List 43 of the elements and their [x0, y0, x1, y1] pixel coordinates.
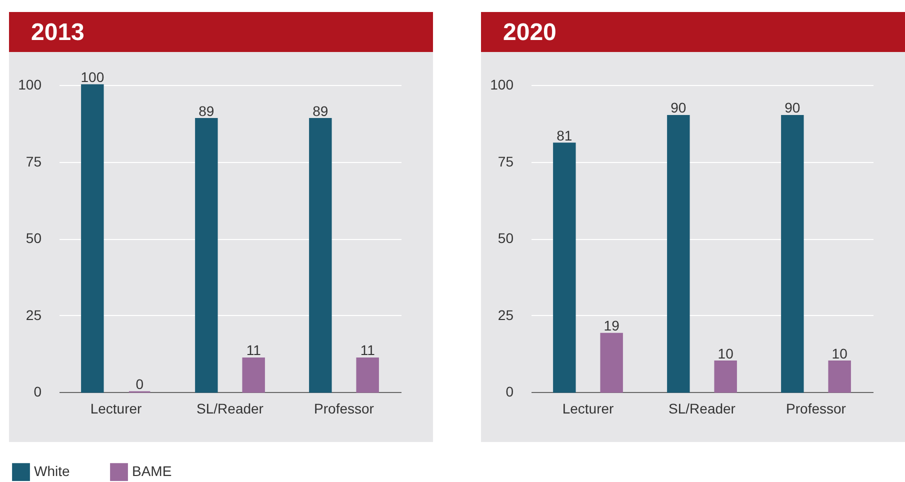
- data-label: 0: [136, 376, 144, 392]
- y-tick-label: 25: [26, 306, 42, 323]
- legend-label: White: [34, 463, 70, 480]
- bar: [309, 118, 332, 393]
- y-tick-label: 0: [506, 384, 514, 400]
- bar: [553, 142, 576, 393]
- data-label: 10: [832, 345, 848, 362]
- data-label: 81: [556, 127, 572, 144]
- chart-title: 2020: [481, 12, 905, 52]
- y-tick-label: 0: [34, 384, 42, 400]
- data-label: 11: [360, 342, 376, 358]
- legend-label: BAME: [132, 463, 172, 480]
- bar: [600, 332, 623, 393]
- bar: [667, 114, 690, 393]
- data-label: 100: [80, 69, 104, 85]
- y-tick-label: 100: [18, 76, 42, 92]
- y-tick-label: 75: [26, 153, 42, 170]
- bar: [195, 118, 218, 393]
- bar: [81, 84, 104, 393]
- data-label: 89: [198, 102, 214, 119]
- data-label: 11: [246, 342, 262, 358]
- bar: [242, 357, 265, 393]
- data-label: 90: [670, 100, 686, 116]
- x-tick-label: Lecturer: [562, 400, 614, 416]
- x-tick-label: Professor: [786, 400, 846, 416]
- y-tick-label: 75: [498, 153, 514, 170]
- y-tick-label: 50: [26, 230, 42, 246]
- x-tick-label: SL/Reader: [668, 400, 736, 416]
- chart-title: 2013: [9, 12, 433, 52]
- data-label: 90: [784, 100, 800, 116]
- data-label: 10: [718, 345, 734, 362]
- x-tick-label: Professor: [314, 400, 374, 416]
- y-tick-label: 100: [490, 76, 514, 92]
- bar: [714, 360, 737, 393]
- bar: [356, 357, 379, 393]
- bar: [828, 360, 851, 393]
- y-tick-label: 50: [498, 230, 514, 246]
- x-tick-label: SL/Reader: [196, 400, 264, 416]
- data-label: 89: [312, 102, 328, 119]
- x-tick-label: Lecturer: [90, 400, 142, 416]
- data-label: 19: [604, 318, 620, 334]
- y-tick-label: 25: [498, 306, 514, 323]
- bar: [781, 114, 804, 393]
